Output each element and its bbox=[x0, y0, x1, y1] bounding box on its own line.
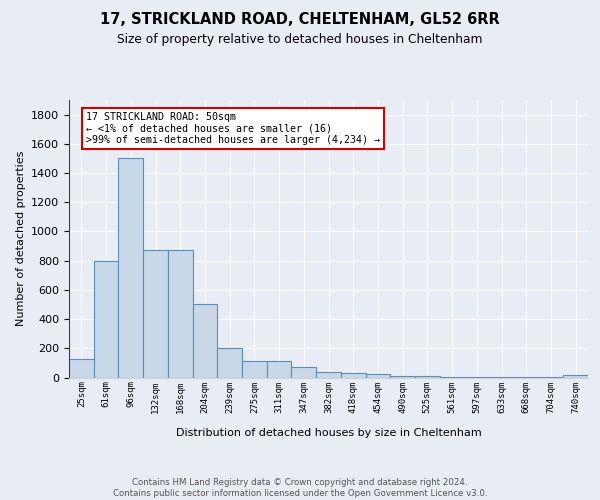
Bar bbox=[267, 362, 292, 378]
Bar bbox=[415, 376, 440, 378]
Bar bbox=[69, 359, 94, 378]
Bar bbox=[316, 372, 341, 378]
Bar bbox=[514, 377, 539, 378]
Bar bbox=[539, 377, 563, 378]
Text: Distribution of detached houses by size in Cheltenham: Distribution of detached houses by size … bbox=[176, 428, 482, 438]
Bar bbox=[217, 348, 242, 378]
Bar bbox=[242, 362, 267, 378]
Bar bbox=[365, 374, 390, 378]
Text: Size of property relative to detached houses in Cheltenham: Size of property relative to detached ho… bbox=[117, 34, 483, 46]
Bar bbox=[118, 158, 143, 378]
Text: Contains HM Land Registry data © Crown copyright and database right 2024.
Contai: Contains HM Land Registry data © Crown c… bbox=[113, 478, 487, 498]
Bar bbox=[168, 250, 193, 378]
Text: 17 STRICKLAND ROAD: 50sqm
← <1% of detached houses are smaller (16)
>99% of semi: 17 STRICKLAND ROAD: 50sqm ← <1% of detac… bbox=[86, 112, 380, 145]
Bar bbox=[390, 376, 415, 378]
Bar bbox=[193, 304, 217, 378]
Bar bbox=[563, 374, 588, 378]
Bar bbox=[489, 377, 514, 378]
Y-axis label: Number of detached properties: Number of detached properties bbox=[16, 151, 26, 326]
Bar bbox=[292, 368, 316, 378]
Bar bbox=[341, 373, 365, 378]
Bar bbox=[143, 250, 168, 378]
Bar bbox=[440, 377, 464, 378]
Bar bbox=[94, 260, 118, 378]
Bar bbox=[464, 377, 489, 378]
Text: 17, STRICKLAND ROAD, CHELTENHAM, GL52 6RR: 17, STRICKLAND ROAD, CHELTENHAM, GL52 6R… bbox=[100, 12, 500, 28]
